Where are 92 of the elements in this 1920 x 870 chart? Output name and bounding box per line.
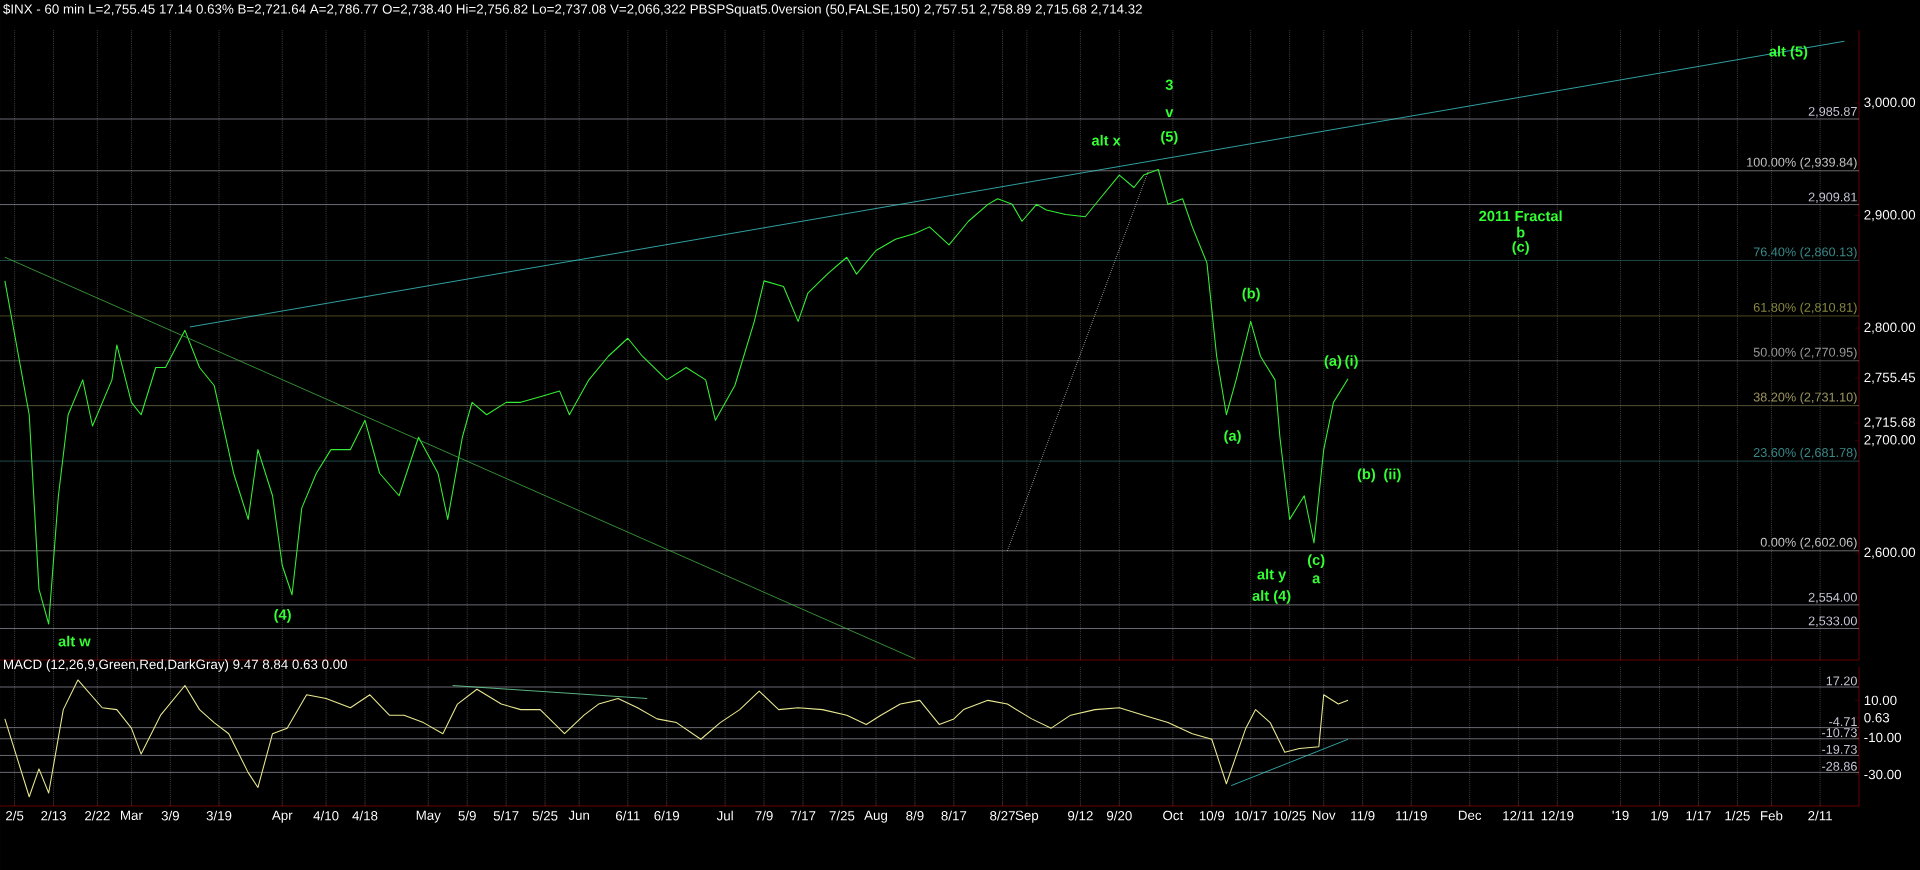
- x-tick-label: 10/9: [1199, 810, 1225, 821]
- ref-line-label: 2,909.81: [1808, 192, 1857, 203]
- annotation: (a): [1324, 355, 1342, 369]
- x-tick-label: 5/9: [458, 810, 476, 821]
- y-tick-label: 3,000.00: [1864, 97, 1916, 109]
- chart-title: $INX - 60 min L=2,755.45 17.14 0.63% B=2,721.64 A=2,786.77 O=2,738.40 Hi=2,756.82 Lo=2,737.08 V=2,066,322 PBSPSquat5.0version (50,FALSE,150) 2,757.51 2,758.89 2,715.68 2,714.32: [3, 3, 1142, 17]
- y-tick-label: 2,600.00: [1864, 547, 1916, 559]
- chart-title: MACD (12,26,9,Green,Red,DarkGray) 9.47 8.84 0.63 0.00: [4, 659, 348, 672]
- annotation: alt x: [1091, 134, 1121, 146]
- x-tick-label: 2/13: [41, 810, 66, 821]
- x-tick-label: 9/20: [1106, 810, 1132, 821]
- x-tick-label: 12/19: [1541, 810, 1574, 821]
- annotation: alt y: [1257, 568, 1287, 583]
- annotation: v: [1165, 109, 1174, 118]
- ref-line-label: 2,533.00: [1808, 616, 1857, 627]
- x-tick-label: 5/25: [532, 810, 558, 821]
- x-tick-label: Dec: [1458, 810, 1482, 820]
- x-tick-label: 4/10: [313, 810, 339, 821]
- x-tick-label: 5/17: [493, 810, 519, 821]
- annotation: 2011 Fractal: [1479, 210, 1562, 222]
- ref-line-label: 61.80% (2,810.81): [1753, 302, 1857, 315]
- ref-line-label: 2,554.00: [1808, 592, 1857, 604]
- x-tick-label: Aug: [864, 810, 887, 823]
- annotation: a: [1312, 575, 1321, 584]
- x-tick-label: 11/9: [1351, 810, 1375, 821]
- x-tick-label: May: [416, 810, 441, 823]
- x-tick-label: 3/19: [206, 810, 232, 821]
- x-tick-label: Nov: [1312, 810, 1336, 820]
- annotation: (b): [1242, 287, 1260, 302]
- ref-line-label: -28.86: [1822, 761, 1857, 771]
- x-tick-label: 7/25: [829, 810, 855, 821]
- y-tick-label: -30.00: [1864, 769, 1902, 780]
- annotation: (c): [1307, 554, 1325, 568]
- x-tick-label: Sep: [1015, 810, 1039, 823]
- annotation: (c): [1512, 241, 1529, 255]
- annotation: (4): [274, 609, 291, 623]
- x-tick-label: 11/19: [1396, 810, 1427, 821]
- x-tick-label: 8/17: [941, 810, 967, 821]
- x-tick-label: 10/25: [1273, 810, 1306, 821]
- annotation: b: [1517, 226, 1525, 238]
- ref-line-label: 76.40% (2,860.13): [1753, 247, 1857, 259]
- annotation: (5): [1161, 130, 1178, 145]
- ref-line-label: 2,985.87: [1808, 106, 1857, 118]
- annotation: (ii): [1384, 468, 1401, 483]
- x-tick-label: 7/17: [790, 810, 816, 821]
- x-tick-label: Feb: [1761, 810, 1783, 821]
- x-tick-label: 3/9: [161, 810, 179, 821]
- x-tick-label: 10/17: [1235, 810, 1267, 821]
- ref-line-label: 0.00% (2,602.06): [1760, 537, 1857, 550]
- y-tick-label: 2,700.00: [1864, 435, 1916, 447]
- x-tick-label: 4/18: [352, 810, 378, 821]
- annotation: (a): [1224, 430, 1241, 444]
- x-tick-label: 7/9: [755, 810, 773, 821]
- x-tick-label: Mar: [121, 810, 143, 820]
- ref-line-label: -10.73: [1822, 728, 1857, 738]
- y-tick-label: 0.63: [1864, 713, 1890, 723]
- ref-line-label: -19.73: [1822, 744, 1857, 754]
- x-tick-label: 2/11: [1808, 810, 1832, 821]
- x-tick-label: 1/9: [1651, 810, 1669, 821]
- x-tick-label: 12/11: [1503, 810, 1534, 821]
- x-tick-label: '19: [1612, 810, 1629, 821]
- annotation: alt (4): [1252, 590, 1291, 604]
- x-tick-label: 1/17: [1686, 810, 1711, 821]
- annotation: (i): [1345, 355, 1358, 369]
- x-tick-label: 8/9: [906, 810, 924, 821]
- x-tick-label: Oct: [1163, 810, 1184, 821]
- ref-line-label: -4.71: [1829, 717, 1857, 727]
- x-tick-label: Apr: [271, 810, 293, 823]
- x-tick-label: 2/5: [6, 810, 24, 821]
- y-tick-label: -10.00: [1864, 732, 1902, 743]
- x-tick-label: 2/22: [85, 810, 110, 821]
- y-tick-label: 2,900.00: [1864, 210, 1916, 222]
- y-tick-label: 10.00: [1864, 695, 1897, 706]
- x-tick-label: 6/19: [654, 810, 680, 821]
- x-tick-label: 1/25: [1725, 810, 1750, 821]
- x-tick-label: Jun: [568, 810, 590, 820]
- x-tick-label: 8/27: [990, 810, 1015, 821]
- x-tick-label: 6/11: [615, 810, 640, 821]
- ref-line-label: 38.20% (2,731.10): [1753, 392, 1857, 405]
- annotation: (b): [1357, 468, 1376, 483]
- x-tick-label: 9/12: [1068, 810, 1093, 821]
- ref-line-label: 17.20: [1826, 676, 1857, 686]
- ref-line-label: 100.00% (2,939.84): [1747, 157, 1857, 170]
- y-tick-label: 2,715.68: [1864, 417, 1916, 429]
- y-tick-label: 2,755.45: [1864, 372, 1916, 384]
- annotation: alt (5): [1769, 45, 1808, 60]
- x-tick-label: Jul: [716, 810, 733, 821]
- y-tick-label: 2,800.00: [1864, 322, 1916, 334]
- ref-line-label: 50.00% (2,770.95): [1753, 347, 1857, 360]
- annotation: alt w: [58, 635, 91, 647]
- ref-line-label: 23.60% (2,681.78): [1753, 447, 1857, 460]
- annotation: 3: [1165, 79, 1173, 91]
